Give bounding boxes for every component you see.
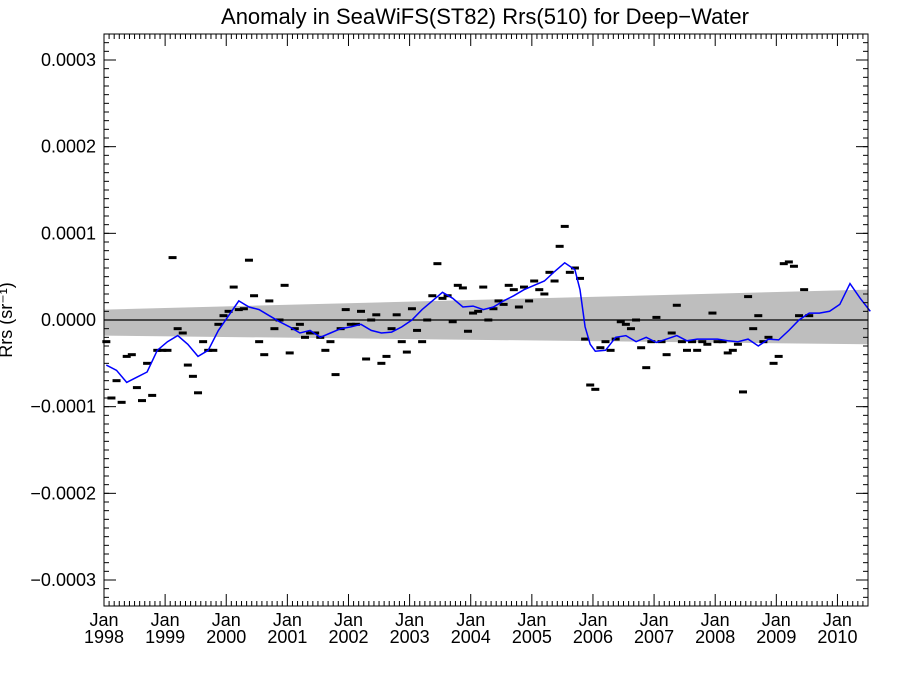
trend-confidence-band — [104, 289, 868, 345]
y-tick-label: 0.0001 — [41, 223, 96, 243]
x-tick-month-label: Jan — [456, 610, 485, 630]
y-tick-label: −0.0001 — [30, 397, 96, 417]
chart-title: Anomaly in SeaWiFS(ST82) Rrs(510) for De… — [221, 4, 749, 29]
x-tick-year-label: 2000 — [206, 627, 246, 647]
x-tick-month-label: Jan — [640, 610, 669, 630]
running-mean-line — [105, 261, 871, 384]
x-tick-year-label: 2003 — [390, 627, 430, 647]
y-tick-label: 0.0000 — [41, 310, 96, 330]
x-tick-month-label: Jan — [395, 610, 424, 630]
y-tick-label: 0.0003 — [41, 50, 96, 70]
y-axis: 0.0003 0.0002 0.0001 0.0000 −0.0001 −0.0002 −0… — [30, 33, 868, 607]
y-tick-label: −0.0003 — [30, 570, 96, 590]
x-tick-year-label: 2010 — [817, 627, 857, 647]
x-tick-month-label: Jan — [701, 610, 730, 630]
x-tick-month-label: Jan — [212, 610, 241, 630]
anomaly-markers — [102, 224, 814, 404]
x-tick-month-label: Jan — [517, 610, 546, 630]
x-tick-year-label: 1999 — [145, 627, 185, 647]
x-tick-year-label: 2001 — [267, 627, 307, 647]
plot-area — [102, 224, 871, 404]
x-tick-year-label: 2002 — [328, 627, 368, 647]
x-tick-year-label: 2005 — [512, 627, 552, 647]
confidence-band — [104, 289, 868, 345]
x-tick-month-label: Jan — [823, 610, 852, 630]
y-tick-label: 0.0002 — [41, 137, 96, 157]
x-tick-year-label: 1998 — [84, 627, 124, 647]
x-tick-year-label: 2007 — [634, 627, 674, 647]
x-tick-month-label: Jan — [334, 610, 363, 630]
x-axis: Jan1998Jan1999Jan2000Jan2001Jan2002Jan20… — [84, 34, 869, 647]
x-tick-year-label: 2006 — [573, 627, 613, 647]
x-tick-year-label: 2009 — [756, 627, 796, 647]
y-tick-label: −0.0002 — [30, 483, 96, 503]
x-tick-month-label: Jan — [89, 610, 118, 630]
x-tick-month-label: Jan — [273, 610, 302, 630]
x-tick-year-label: 2008 — [695, 627, 735, 647]
x-tick-year-label: 2004 — [451, 627, 491, 647]
x-tick-month-label: Jan — [762, 610, 791, 630]
x-tick-month-label: Jan — [151, 610, 180, 630]
running-mean-path — [105, 261, 871, 384]
y-axis-label: Rrs (sr⁻¹) — [0, 282, 16, 357]
x-tick-month-label: Jan — [578, 610, 607, 630]
